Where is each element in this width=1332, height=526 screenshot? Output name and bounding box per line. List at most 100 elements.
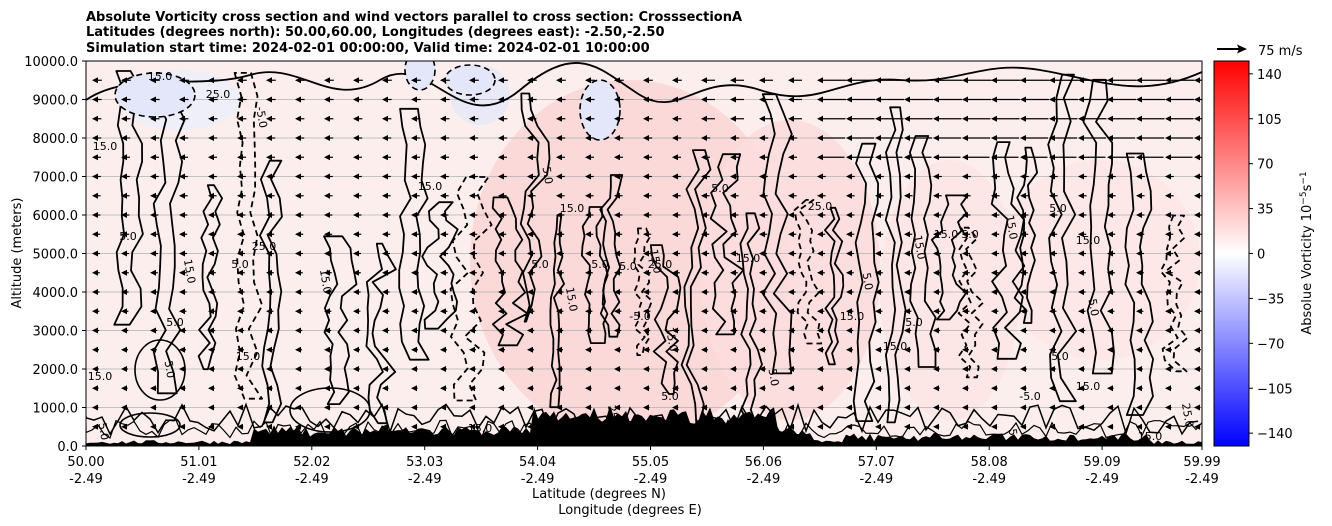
wind-vector-head [353,154,359,161]
wind-vector-head [643,192,649,199]
wind-vector-head [179,385,185,392]
vorticity-patch [1000,160,1200,360]
wind-vector-head [759,289,765,295]
wind-vector-head [150,173,156,180]
contour-line [1159,214,1189,373]
negative-vorticity-contour [114,72,196,118]
wind-vector-head [672,289,678,295]
wind-vector-head [730,327,736,334]
wind-vector-head [1194,115,1200,122]
wind-vector-head [266,250,272,257]
wind-vector-head [411,192,417,199]
wind-vector-head [121,154,127,161]
wind-vector-head [846,346,852,353]
wind-vector-head [585,192,591,199]
wind-vector-head [353,173,359,180]
wind-vector-head [1020,154,1026,161]
wind-vector-head [498,173,504,180]
quiver-key-label: 75 m/s [1258,44,1303,59]
wind-vector-head [295,231,301,238]
wind-vector-head [991,346,997,353]
y-tick-label: 6000.0 [33,209,79,224]
wind-vector-head [730,346,736,353]
wind-vector-head [469,212,475,218]
wind-vector-head [353,77,359,84]
wind-vector-head [643,231,649,238]
contour-label: 15.0 [1003,214,1020,240]
colorbar-tick-label: −105 [1257,382,1293,397]
wind-vector-head [701,385,707,392]
wind-vector-head [1165,366,1171,372]
wind-vector-head [904,308,910,315]
x-tick-label-latitude: 59.09 [1083,455,1120,470]
wind-vector-head [498,135,504,141]
wind-vector-head [208,173,214,180]
wind-vector-head [411,404,417,411]
wind-vector-head [295,269,301,276]
wind-vector-head [1107,346,1113,353]
wind-vector-head [1049,269,1055,276]
colorbar-tick-label: −140 [1257,427,1293,442]
wind-vector-head [730,289,736,295]
wind-vector-head [875,154,881,161]
wind-vector-head [1194,385,1200,392]
wind-vector-head [1078,135,1084,141]
x-tick-label-latitude: 59.99 [1183,455,1220,470]
contour-label: 25.0 [808,200,833,213]
y-tick-label: 7000.0 [33,171,79,186]
chart-title-line-1: Absolute Vorticity cross section and win… [86,10,742,25]
wind-vector-head [208,423,214,430]
contour-label: 15.0 [883,340,908,353]
wind-vector-head [295,212,301,218]
wind-vector-head [353,346,359,353]
wind-vector-head [237,154,243,161]
wind-vector-head [904,115,910,122]
wind-vector-head [962,77,968,84]
wind-vector-head [1194,269,1200,276]
colorbar-tick-label: 35 [1257,203,1274,218]
wind-vector-head [1107,404,1113,411]
wind-vector-head [411,212,417,218]
wind-vector-head [469,250,475,257]
wind-vector-head [1136,269,1142,276]
wind-vector-head [701,250,707,257]
wind-vector-head [324,96,330,103]
contour-label: 15.0 [647,248,664,274]
wind-vector-head [1078,77,1084,84]
wind-vector-head [237,327,243,334]
wind-vector-head [701,404,707,411]
wind-vector-head [324,385,330,392]
wind-vector-head [1078,327,1084,334]
wind-vector-head [614,250,620,257]
wind-vector-head [672,212,678,218]
wind-vector-head [353,231,359,238]
wind-vector-head [643,77,649,84]
wind-vector-head [208,385,214,392]
wind-vector-head [1165,231,1171,238]
wind-vector-head [817,308,823,315]
contour-line [449,176,493,402]
x-tick-label-latitude: 53.03 [406,455,443,470]
wind-vector-head [382,250,388,257]
wind-vector-head [121,404,127,411]
wind-vector-head [875,385,881,392]
wind-vector-head [556,77,562,84]
wind-vector-head [585,96,591,103]
wind-vector-head [788,115,794,122]
wind-vector-head [730,385,736,392]
wind-vector-head [324,366,330,372]
wind-vector-head [237,366,243,372]
wind-vector-head [1078,385,1084,392]
wind-vector-head [92,423,98,430]
wind-vector-head [933,154,939,161]
wind-vector-head [92,173,98,180]
wind-vector-head [701,154,707,161]
contour-label: -5.0 [253,106,270,129]
wind-vector-head [208,346,214,353]
wind-vector-head [962,250,968,257]
wind-vector-head [643,269,649,276]
contour-label: 15.0 [181,258,198,284]
wind-vector-head [556,366,562,372]
wind-vector-head [1107,115,1113,122]
wind-vector-head [295,404,301,411]
